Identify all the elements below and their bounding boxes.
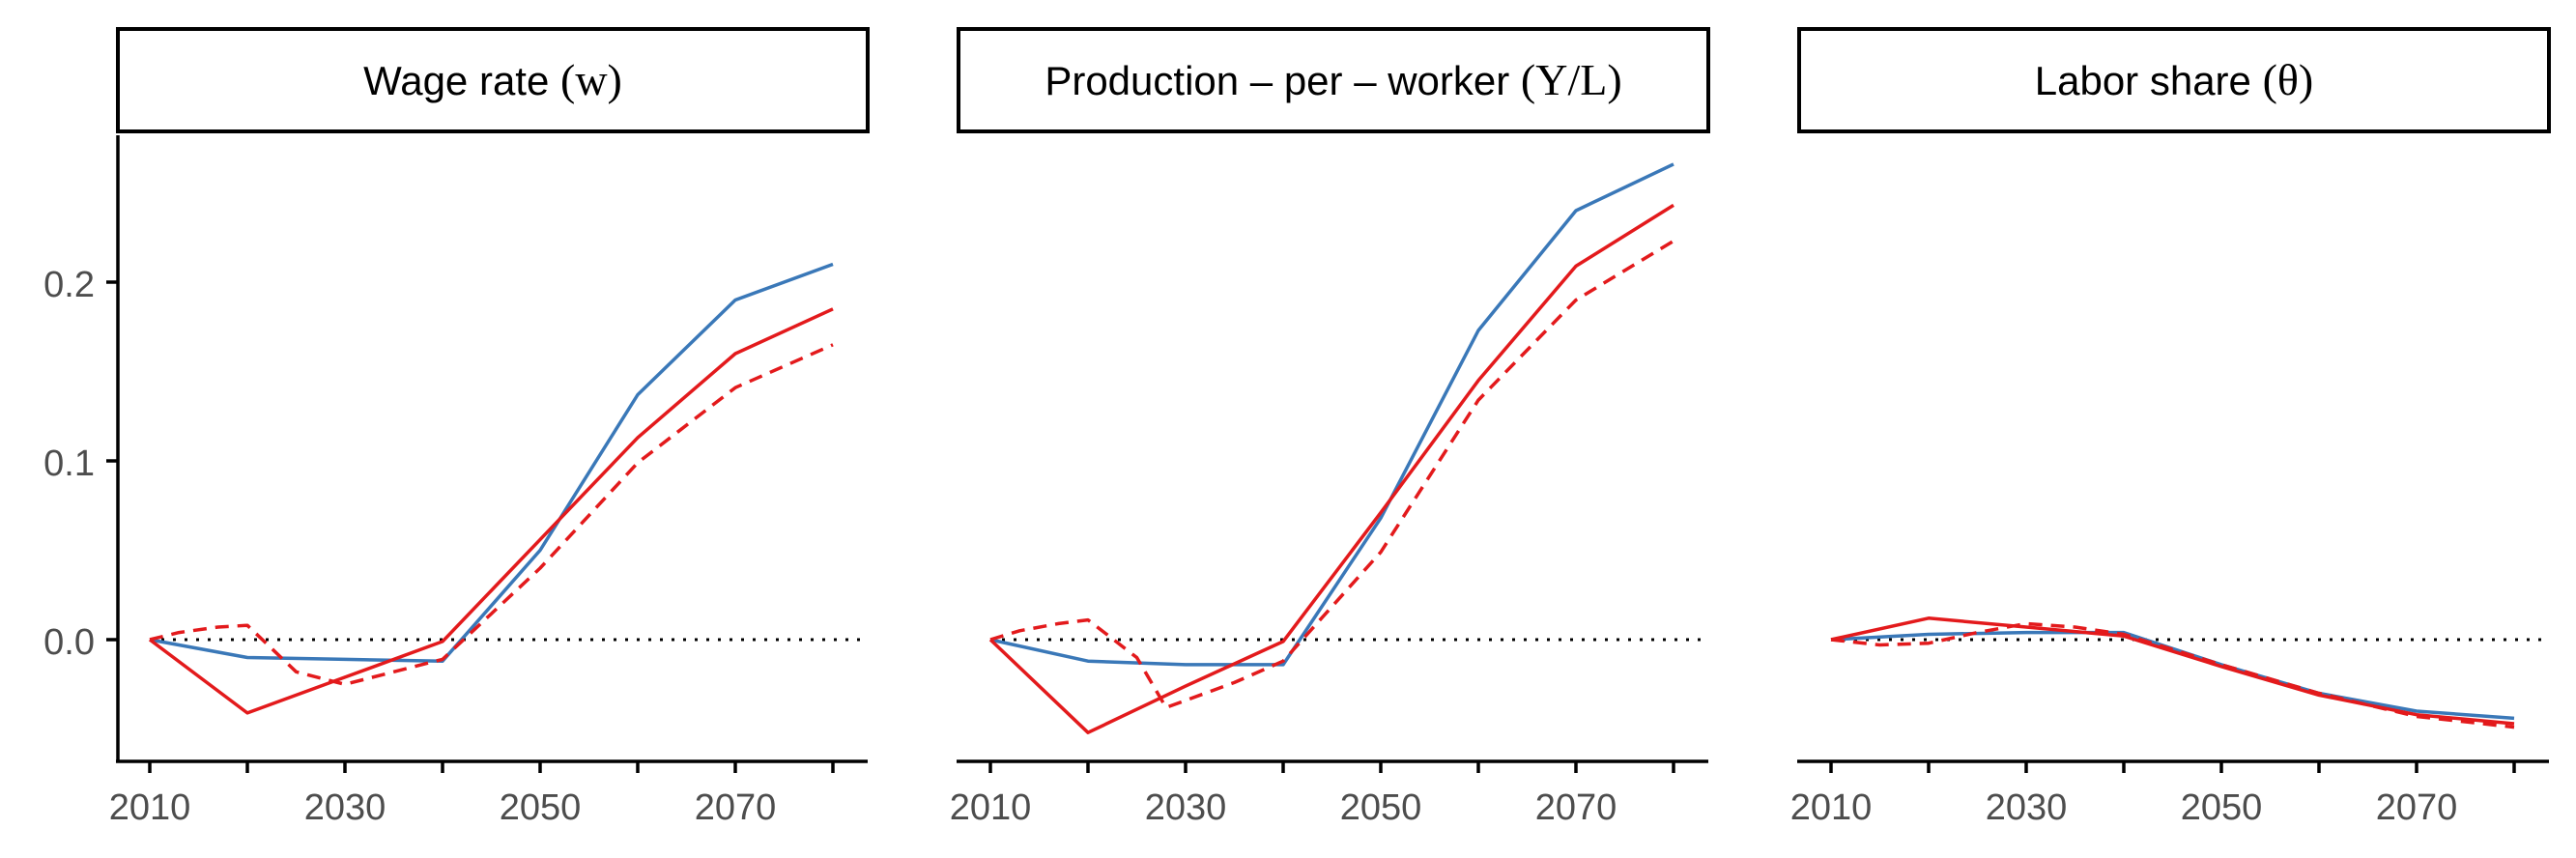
x-tick-labels: 2010 2030 2050 2070 — [109, 787, 777, 828]
x-tick-label: 2050 — [2181, 787, 2263, 828]
x-tick-label: 2030 — [1986, 787, 2068, 828]
x-tick-labels: 2010 2030 2050 2070 — [950, 787, 1617, 828]
strip-header: Labor share (θ) — [1797, 27, 2551, 133]
x-tick-label: 2070 — [2376, 787, 2458, 828]
x-tick-label: 2050 — [1340, 787, 1422, 828]
strip-box — [1797, 27, 2551, 133]
plot-lines — [1830, 616, 2515, 729]
strip-box — [116, 27, 870, 133]
y-ticks — [106, 280, 118, 642]
strip-title: Labor share (θ) — [2035, 55, 2314, 104]
x-tick-label: 2070 — [1535, 787, 1617, 828]
y-tick-label: 0.0 — [43, 622, 95, 663]
x-ticks — [1829, 761, 2516, 773]
x-tick-label: 2070 — [695, 787, 777, 828]
plot-lines — [988, 162, 1674, 734]
strip-title: Production – per – worker (Y/L) — [1045, 55, 1621, 104]
x-tick-label: 2010 — [109, 787, 191, 828]
y-axis-labels: 0.0 0.1 0.2 — [43, 265, 95, 663]
x-ticks — [988, 761, 1675, 773]
plot-lines — [148, 262, 834, 715]
x-ticks — [148, 761, 835, 773]
panel-labor-share: Labor share (θ) 2010 2030 2050 2070 — [1790, 27, 2551, 828]
y-tick-label: 0.2 — [43, 265, 95, 305]
x-tick-label: 2050 — [500, 787, 582, 828]
x-tick-label: 2030 — [304, 787, 386, 828]
series-line-blue-solid — [149, 262, 834, 663]
series-line-blue-solid — [1830, 630, 2515, 721]
series-line-red-dashed — [1830, 621, 2515, 729]
strip-title: Wage rate (w) — [363, 55, 622, 104]
x-tick-label: 2030 — [1145, 787, 1227, 828]
panel-wage-rate: Wage rate (w) 2010 2030 2050 2070 — [106, 27, 870, 828]
strip-header: Production – per – worker (Y/L) — [957, 27, 1710, 133]
series-line-red-solid — [148, 307, 834, 715]
strip-box — [957, 27, 1710, 133]
series-line-red-dashed — [149, 343, 834, 687]
x-tick-label: 2010 — [950, 787, 1032, 828]
x-tick-labels: 2010 2030 2050 2070 — [1790, 787, 2458, 828]
strip-header: Wage rate (w) — [116, 27, 870, 133]
series-line-blue-solid — [989, 162, 1674, 667]
y-tick-label: 0.1 — [43, 443, 95, 484]
x-tick-label: 2010 — [1790, 787, 1873, 828]
panel-production-per-worker: Production – per – worker (Y/L) 2010 203… — [950, 27, 1710, 828]
series-line-red-dashed — [989, 239, 1674, 710]
series-line-red-solid — [988, 203, 1674, 734]
